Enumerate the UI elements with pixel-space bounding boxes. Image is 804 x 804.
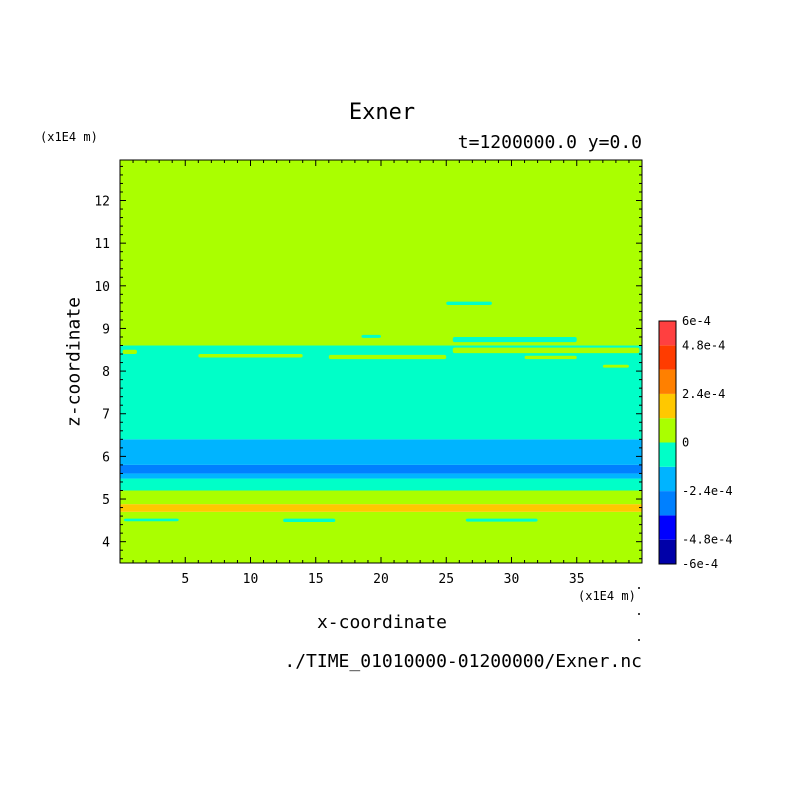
x-tick-label: 15 <box>308 572 324 587</box>
colorbar-frame <box>658 320 677 565</box>
colorbar-segment <box>659 321 676 346</box>
x-axis-ticks: 5 10 15 20 25 30 35 <box>132 160 630 587</box>
contour-patch <box>198 354 303 358</box>
contour-patch <box>283 518 336 523</box>
x-tick-label: 10 <box>243 572 259 587</box>
colorbar-segment <box>659 442 676 467</box>
colorbar-segment <box>659 345 676 370</box>
y-tick-label: 7 <box>102 408 110 423</box>
x-tick-label: 25 <box>438 572 454 587</box>
chart-subtitle: t=1200000.0 y=0.0 <box>457 132 642 153</box>
contour-band <box>120 511 642 563</box>
y-unit-label: (x1E4 m) <box>40 130 98 144</box>
contour-patch <box>204 434 231 437</box>
dot-marker <box>638 639 640 641</box>
y-tick-label: 9 <box>102 322 110 337</box>
y-tick-label: 4 <box>102 536 110 551</box>
contour-patch <box>524 355 577 360</box>
contour-patch <box>328 354 447 360</box>
colorbar-segment <box>659 393 676 419</box>
contour-bands <box>120 160 642 563</box>
colorbar-segment <box>659 466 676 492</box>
contour-patch <box>602 364 629 368</box>
y-tick-label: 12 <box>94 195 110 210</box>
y-tick-label: 11 <box>94 237 110 252</box>
y-tick-label: 8 <box>102 365 110 380</box>
x-tick-label: 35 <box>569 572 585 587</box>
dot-marker <box>638 587 640 589</box>
x-axis-label: x-coordinate <box>316 612 448 633</box>
colorbar-tick-label: -2.4e-4 <box>682 484 733 498</box>
colorbar-segment <box>659 515 676 540</box>
colorbar-tick-label: -6e-4 <box>682 557 718 571</box>
contour-band <box>120 345 642 440</box>
source-file-label: ./TIME_01010000-01200000/Exner.nc <box>284 651 642 672</box>
colorbar-segment <box>659 491 676 516</box>
x-tick-label: 20 <box>373 572 389 587</box>
x-tick-label: 30 <box>504 572 520 587</box>
contour-patches <box>122 301 640 523</box>
contour-patch <box>465 518 538 522</box>
y-tick-label: 6 <box>102 450 110 465</box>
contour-patch <box>361 334 381 338</box>
y-tick-label: 5 <box>102 493 110 508</box>
x-tick-label: 5 <box>181 572 189 587</box>
colorbar-tick-label: 0 <box>682 436 689 450</box>
contour-band <box>120 504 642 512</box>
colorbar-segment <box>659 539 676 564</box>
contour-patch <box>446 301 492 305</box>
chart-title: Exner <box>348 100 416 125</box>
colorbar-ticks: -6e-4 -4.8e-4 -2.4e-4 0 2.4e-4 4.8e-4 6e-4 <box>682 314 733 571</box>
contour-patch <box>452 347 640 354</box>
colorbar-segment <box>659 418 676 443</box>
y-axis-label: z-coordinate <box>63 296 85 428</box>
contour-band <box>120 439 642 465</box>
colorbar <box>658 320 677 565</box>
colorbar-tick-label: 2.4e-4 <box>682 387 725 401</box>
contour-band <box>120 464 642 474</box>
contour-patch <box>122 349 137 355</box>
x-unit-label: (x1E4 m) <box>578 589 636 603</box>
contour-band <box>120 473 642 479</box>
y-tick-label: 10 <box>94 280 110 295</box>
colorbar-segment <box>659 369 676 394</box>
dot-marker <box>638 613 640 615</box>
y-axis-ticks: 4 5 6 7 8 9 10 11 12 <box>94 165 642 560</box>
colorbar-tick-label: 6e-4 <box>682 314 711 328</box>
contour-band <box>120 160 642 346</box>
contour-band <box>120 490 642 505</box>
corner-dots <box>638 587 640 641</box>
contour-band <box>120 478 642 491</box>
contour-patch <box>452 336 577 343</box>
colorbar-tick-label: -4.8e-4 <box>682 533 733 547</box>
colorbar-tick-label: 4.8e-4 <box>682 338 725 352</box>
contour-patch <box>123 518 179 522</box>
